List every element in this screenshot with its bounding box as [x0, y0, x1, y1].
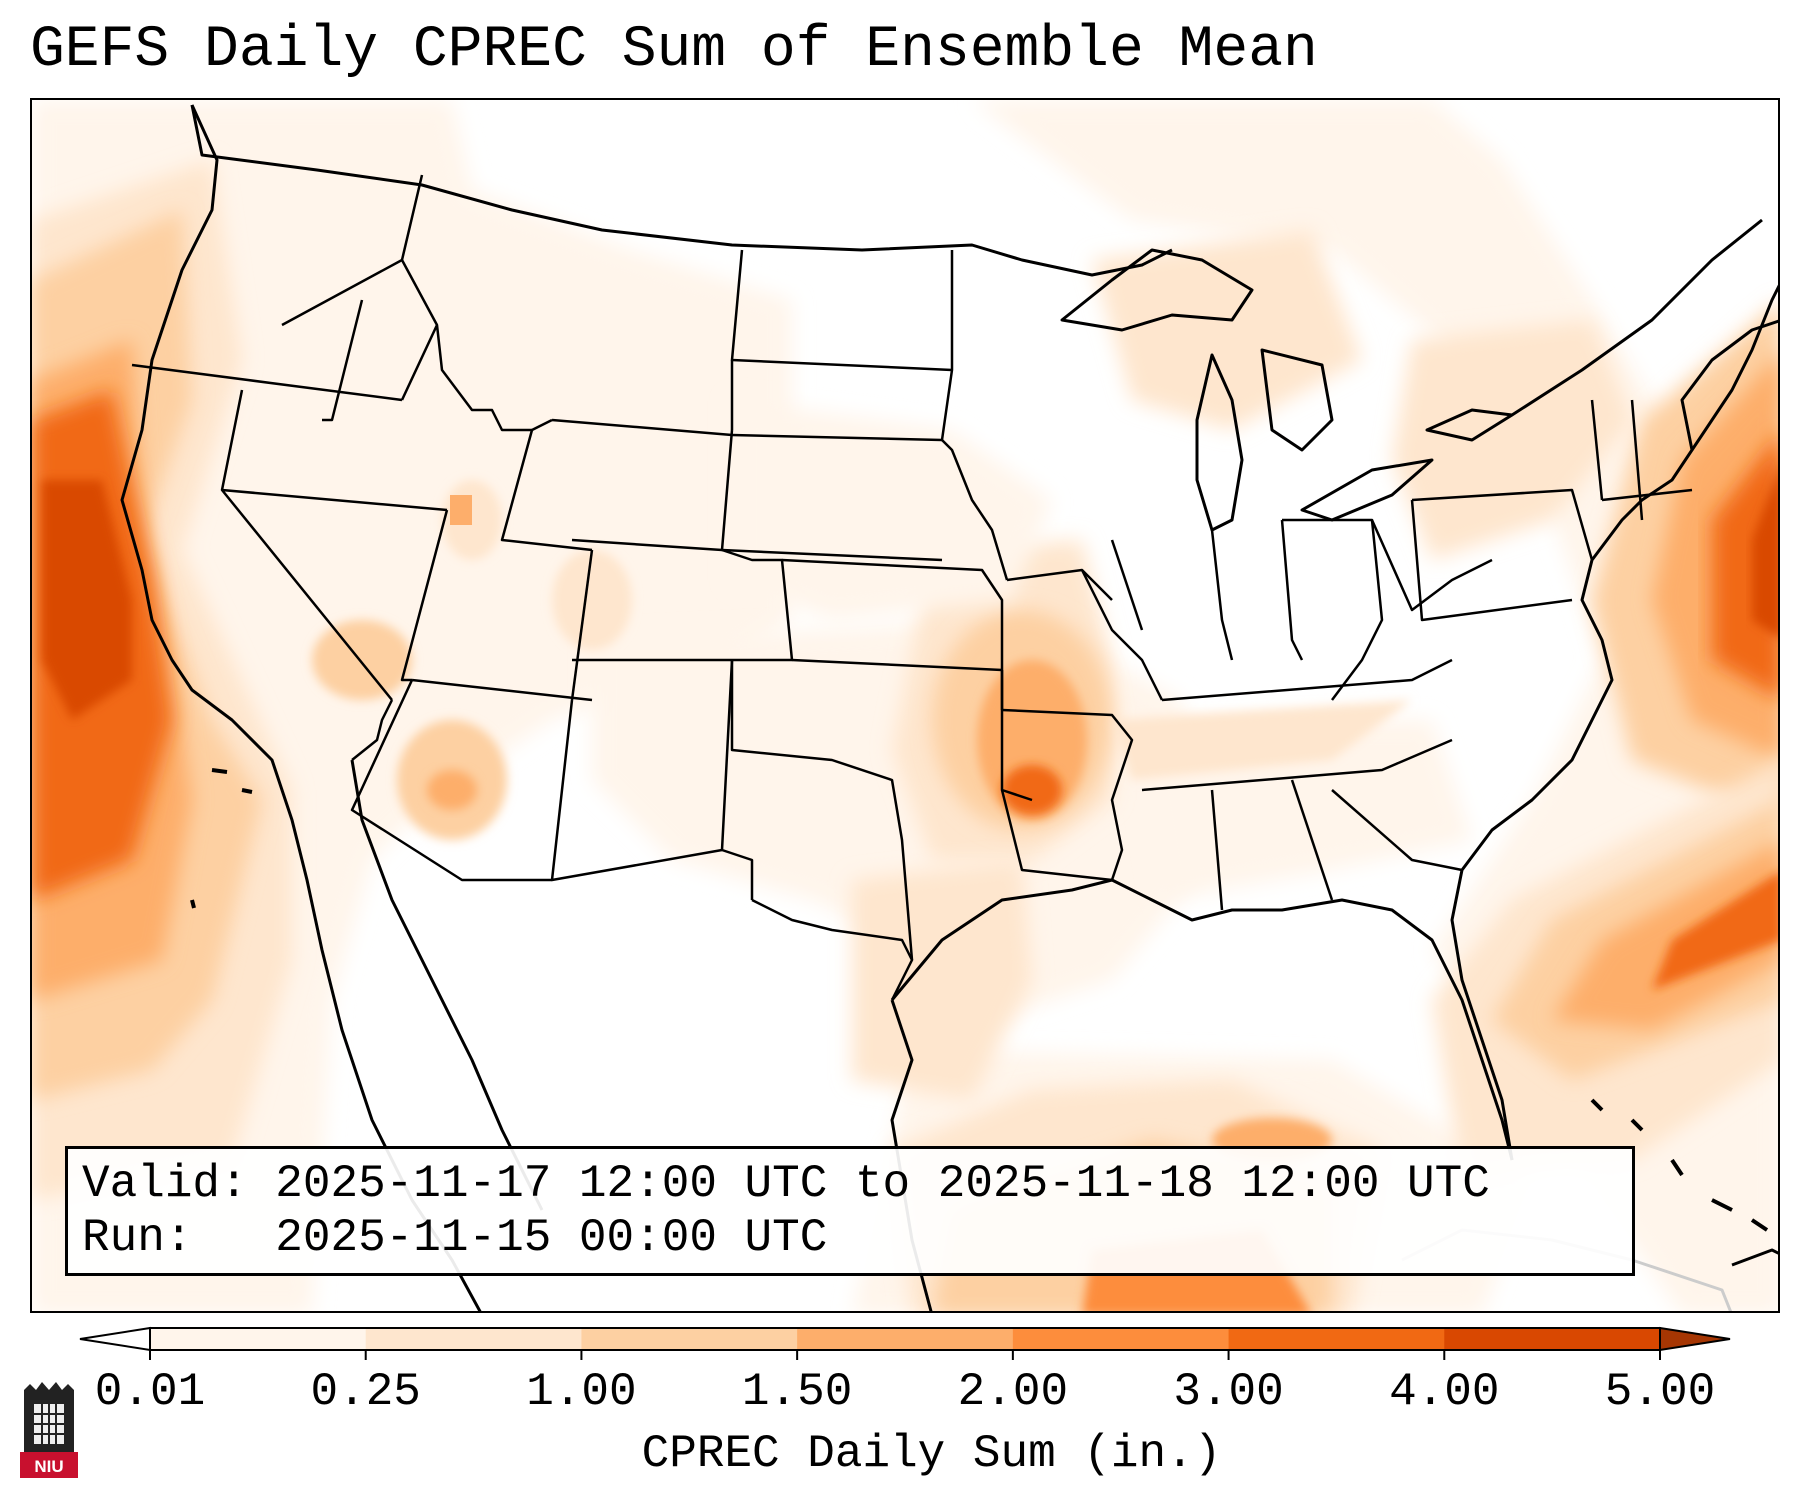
precip-band-texas [852, 860, 1032, 1100]
colorbar [79, 1326, 1731, 1360]
colorbar-tick-label: 0.01 [94, 1366, 206, 1418]
logo-banner [20, 1452, 78, 1478]
map-title: GEFS Daily CPREC Sum of Ensemble Mean [30, 18, 1318, 83]
pacific-coastline [120, 104, 482, 1311]
colorbar-tick-label: 3.00 [1173, 1366, 1284, 1418]
colorbar-segment [150, 1328, 367, 1350]
colorbar-tick-label: 1.50 [741, 1366, 853, 1418]
colorbar-segment [797, 1328, 1014, 1350]
colorbar-segment [1228, 1328, 1445, 1350]
colorbar-outline [149, 1327, 1661, 1351]
st-lawrence [1511, 218, 1763, 417]
map-panel [30, 98, 1780, 1313]
precip-band-atlantic-south-4 [1652, 872, 1778, 990]
logo-window-lines [34, 1404, 64, 1444]
colorbar-tick-label: 0.25 [310, 1366, 421, 1418]
precip-band-atlantic-3 [1712, 435, 1778, 698]
precip-shading [32, 100, 1778, 1311]
us-canada-border [190, 104, 1173, 277]
precip-spot-nevada [312, 620, 412, 700]
colorbar-tick-label: 5.00 [1604, 1366, 1716, 1418]
precip-band-northeast [1392, 320, 1632, 560]
precip-band-atlantic-4 [1752, 470, 1778, 638]
colorbar-extend-low [79, 1326, 151, 1352]
colorbar-segment [581, 1328, 798, 1350]
us-gulf-coast [890, 878, 1514, 1161]
valid-run-info-box: Valid: 2025-11-17 12:00 UTC to 2025-11-1… [65, 1146, 1635, 1276]
colorbar-segment [365, 1328, 582, 1350]
niu-logo: NIU [20, 1382, 78, 1478]
gulf-of-california-coast [350, 759, 544, 1211]
valid-value: 2025-11-17 12:00 UTC to 2025-11-18 12:00… [275, 1158, 1490, 1210]
precip-spot-colorado [552, 550, 632, 650]
maine-coast [1690, 284, 1778, 451]
hispaniola-outline [1731, 1248, 1778, 1267]
precip-band-atlantic-south-3 [1552, 842, 1778, 1030]
lake-superior [1060, 248, 1254, 332]
colorbar-extend-high [1659, 1326, 1731, 1352]
atlantic-coastline [1450, 319, 1778, 1161]
lake-michigan [1195, 353, 1244, 532]
precip-band-lakes [1092, 230, 1362, 430]
precip-spot-utah-core [450, 495, 472, 525]
precip-band-pacific-5 [42, 480, 132, 720]
lake-erie [1300, 458, 1434, 522]
colorbar-tick-label: 2.00 [957, 1366, 1069, 1418]
lake-huron [1260, 348, 1334, 452]
precip-map [32, 100, 1778, 1311]
geographic-outlines [120, 104, 1778, 1311]
colorbar-segment [1444, 1328, 1661, 1350]
channel-islands [190, 768, 253, 909]
colorbar-segment [1012, 1328, 1230, 1350]
precip-band-plains [732, 400, 1052, 620]
precip-spot-arizona-core [427, 770, 477, 810]
logo-text: NIU [34, 1457, 63, 1476]
precip-spot-arkansas-2 [977, 660, 1087, 820]
colorbar-title: CPREC Daily Sum (in.) [641, 1428, 1222, 1480]
precip-band-tennessee [1112, 700, 1412, 780]
run-value: 2025-11-15 00:00 UTC [275, 1212, 828, 1264]
run-label: Run: [82, 1212, 193, 1264]
colorbar-tick-label: 4.00 [1389, 1366, 1500, 1418]
state-lines [131, 174, 1693, 1001]
valid-label: Valid: [82, 1158, 248, 1210]
precip-spot-arkansas-3 [1002, 765, 1062, 815]
colorbar-tick-label: 1.00 [526, 1366, 637, 1418]
bahamas-islands [1590, 1098, 1769, 1232]
